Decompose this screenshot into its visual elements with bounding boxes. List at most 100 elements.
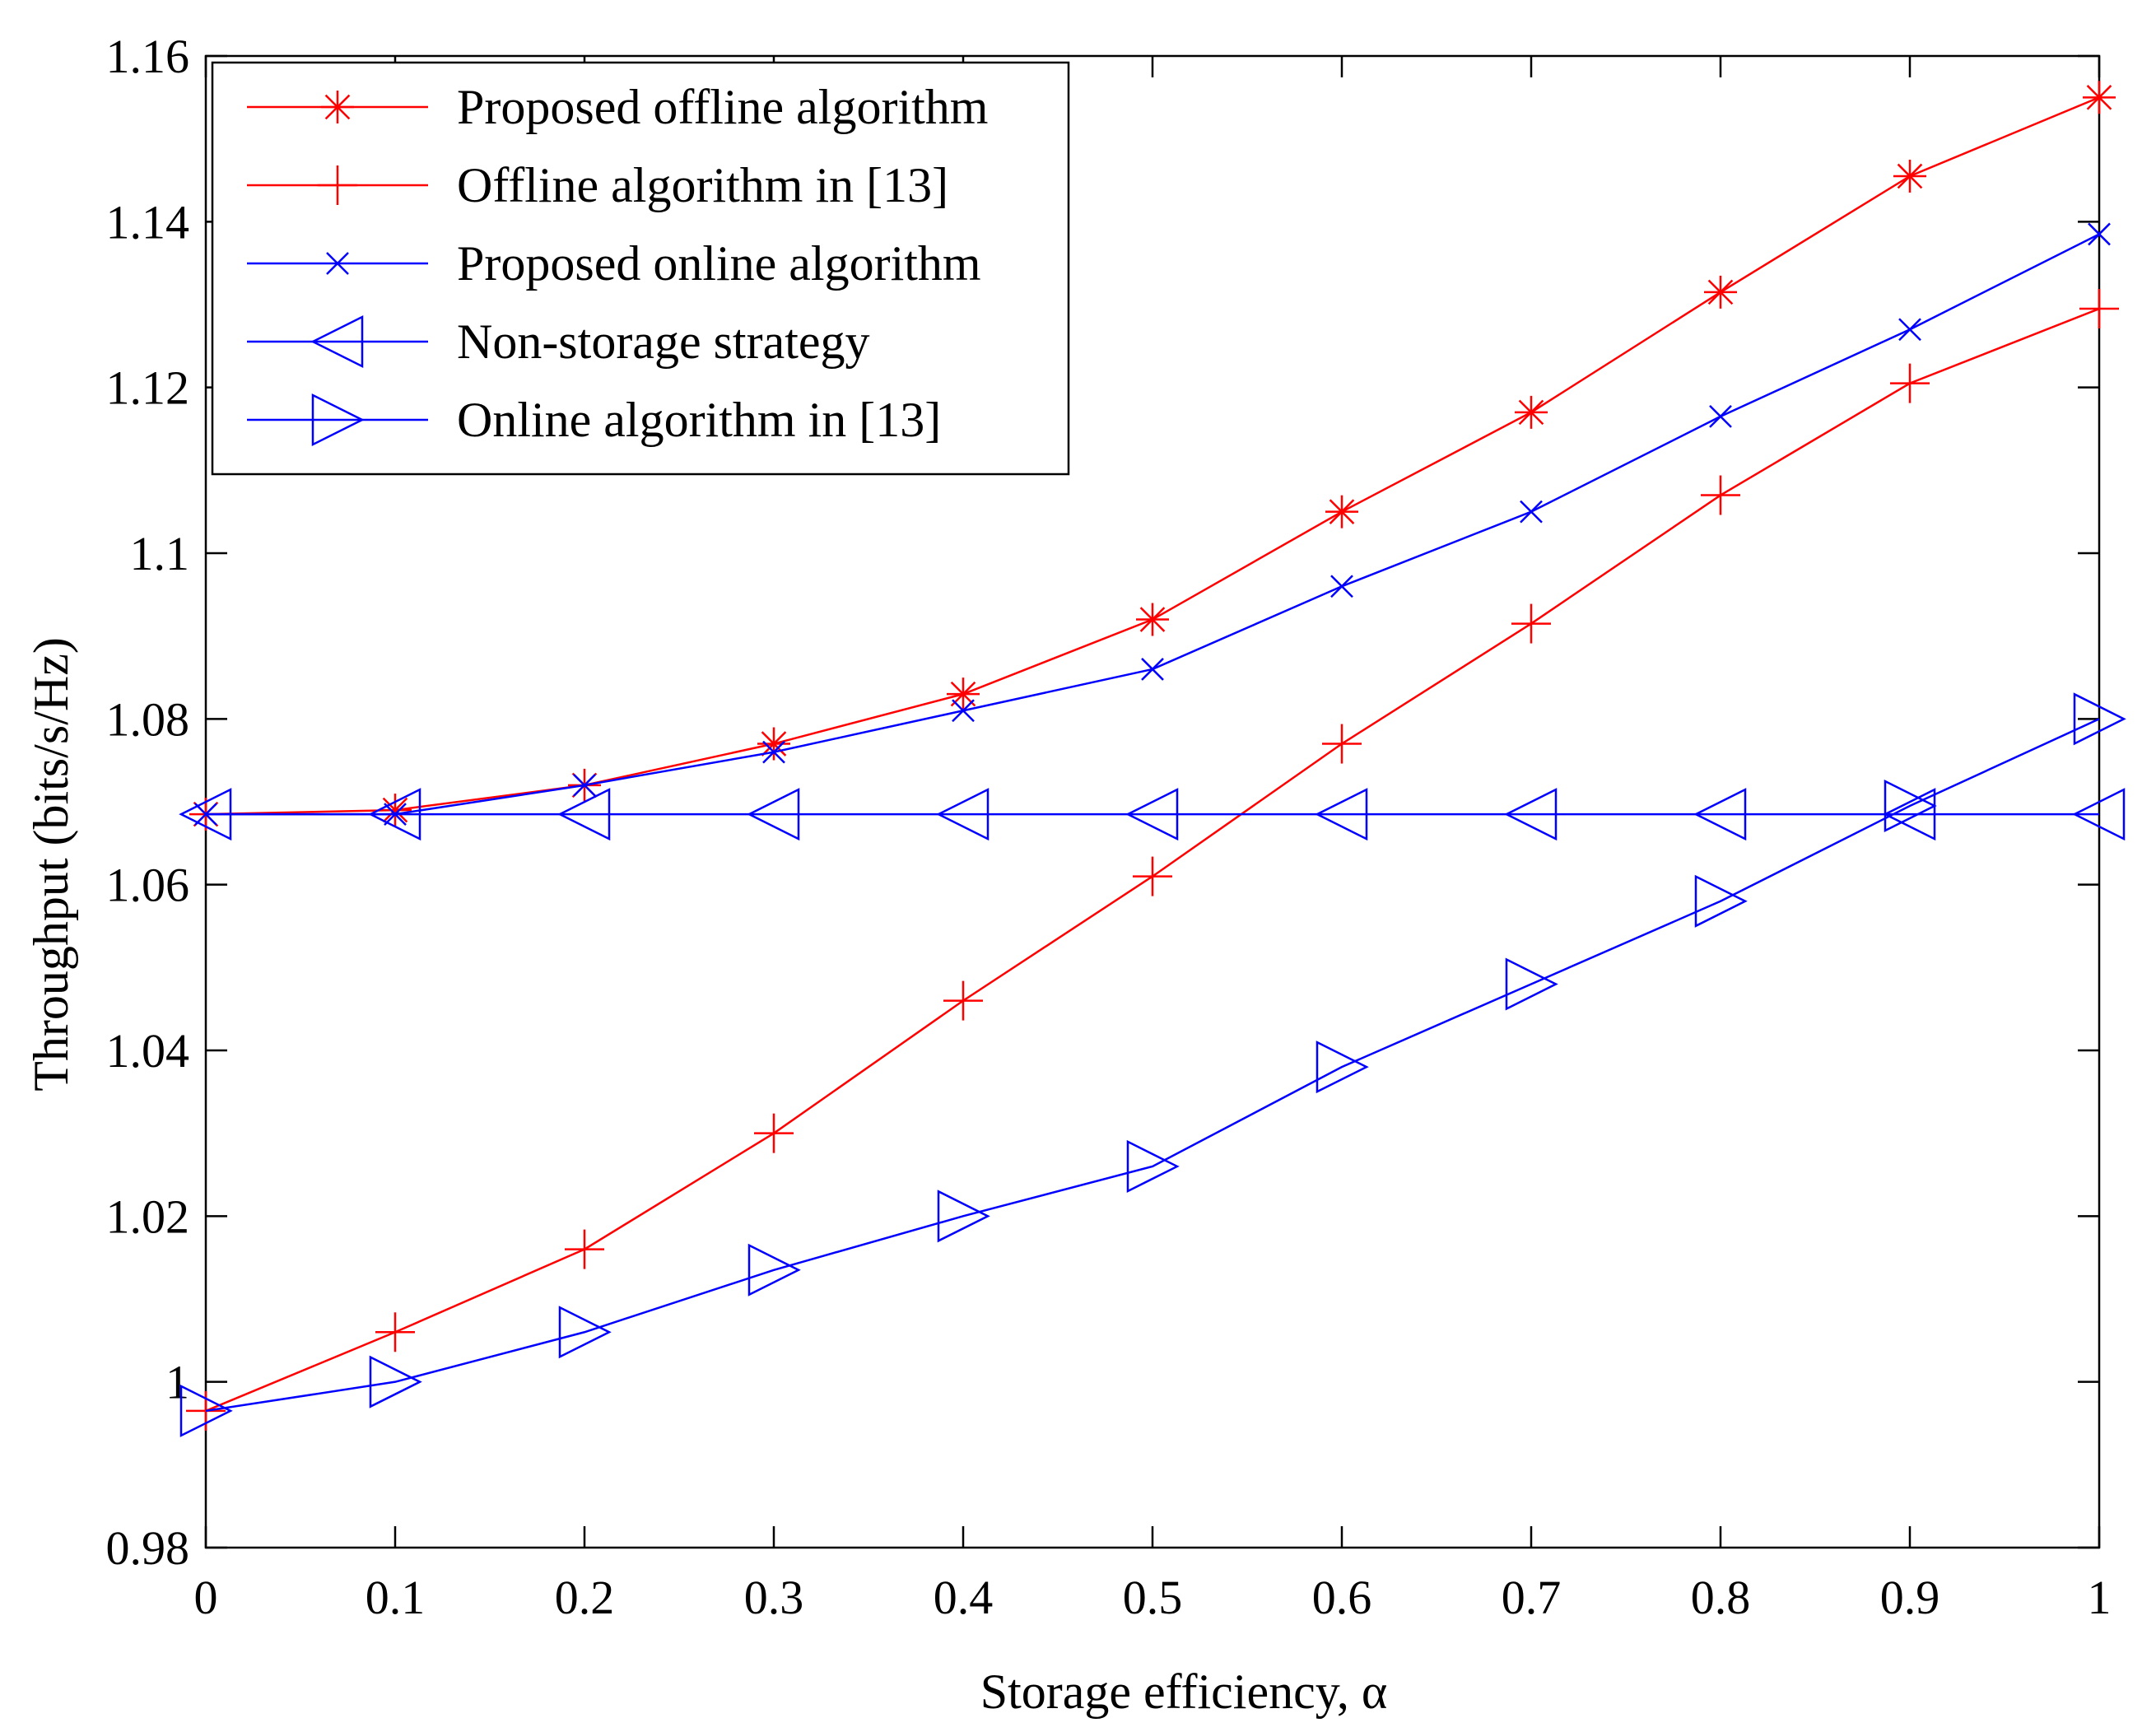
data-point [1515,395,1548,429]
legend: Proposed offline algorithm Offline algori… [211,61,1070,476]
y-tick-label: 1.06 [106,859,190,912]
data-point [2088,222,2111,246]
data-point [1701,475,1740,515]
marker-shape [1315,1041,1369,1094]
data-point [573,773,596,797]
marker-shape [557,788,611,841]
legend-marker [311,393,365,447]
data-point [179,1384,233,1437]
data-point [1504,788,1558,841]
series-triangle-left [179,788,2126,841]
marker-stroke [1141,658,1164,681]
data-point [936,788,990,841]
data-point [1893,159,1926,193]
x-tick-label: 0.4 [934,1571,994,1624]
data-point [2083,81,2116,114]
data-point [1883,788,1936,841]
legend-item: Proposed online algorithm [247,236,981,291]
x-tick-label: 0.9 [1880,1571,1940,1624]
y-tick-label: 1.16 [106,30,190,83]
y-tick-label: 1.04 [106,1024,190,1078]
data-point [1693,788,1747,841]
marker-shape [2073,692,2126,746]
x-tick-label: 1 [2088,1571,2112,1624]
y-tick-label: 1.14 [106,195,190,249]
marker-stroke [1709,405,1732,428]
marker-stroke [1518,399,1544,426]
legend-item: Proposed offline algorithm [247,80,988,134]
marker-stroke [382,797,408,823]
marker-shape [2072,788,2126,841]
series-line [205,718,2100,1413]
data-point [1884,780,1937,833]
y-tick-label: 1.1 [130,527,190,580]
data-point [1511,603,1551,644]
y-tick-label: 1 [165,1356,189,1409]
legend-marker [310,314,364,369]
marker-shape [747,1243,801,1297]
marker-shape [1884,780,1937,833]
axes: 0 0.1 0.2 0.3 0.4 0.5 0.6 0.7 0.8 0.9 1 0.98 1 1.02 1.… [106,30,2112,1624]
x-tick-label: 0.3 [744,1571,804,1624]
data-point [2073,692,2126,746]
marker-stroke [573,773,596,797]
marker-stroke [1520,500,1543,524]
marker-stroke [1139,607,1166,632]
legend-item: Non-storage strategy [247,314,870,369]
marker-stroke [1707,279,1734,305]
legend-label: Offline algorithm in [13] [457,158,948,212]
legend-label: Proposed online algorithm [457,236,981,291]
y-tick-label: 1.08 [106,692,190,746]
marker-stroke [1898,318,1921,342]
x-tick-label: 0.5 [1123,1571,1183,1624]
data-point [1694,874,1748,928]
legend-box [211,61,1070,476]
marker-shape [558,1306,612,1359]
data-point [2079,289,2119,329]
legend-marker [321,91,354,123]
marker-stroke [952,699,975,723]
marker-shape [1505,957,1558,1011]
data-point [565,1229,604,1269]
data-point [1890,363,1930,403]
legend-label: Online algorithm in [13] [457,393,941,447]
legend-item: Offline algorithm in [13] [247,158,948,212]
data-point [379,794,412,827]
marker-shape [936,788,990,841]
data-point [762,740,785,764]
marker-shape [179,1384,233,1437]
legend-label: Proposed offline algorithm [457,80,988,134]
data-point [375,1312,415,1353]
marker-shape [1125,788,1179,841]
x-tick-label: 0.8 [1691,1571,1751,1624]
data-point [1325,495,1358,528]
x-tick-label: 0.1 [366,1571,426,1624]
data-point [747,1243,801,1297]
data-point [1315,788,1368,841]
data-point [754,1113,794,1153]
data-point [1141,658,1164,681]
data-point [1133,856,1172,896]
x-axis-label: Storage efficiency, α [980,1664,1388,1719]
marker-shape [1315,788,1368,841]
y-tick-label: 1.02 [106,1190,190,1243]
legend-marker [318,165,357,205]
data-point [1520,500,1543,524]
data-point [1704,275,1737,309]
data-point [1322,724,1362,764]
data-point [947,677,980,711]
marker-shape [369,1355,422,1408]
data-point [1898,318,1921,342]
data-point [557,788,611,841]
marker-stroke [1897,163,1923,189]
data-point [943,980,983,1021]
series-plus [186,289,2119,1431]
data-point [369,1355,422,1408]
data-point [1136,603,1169,636]
marker-stroke [326,252,349,275]
marker-shape [1883,788,1936,841]
marker-stroke [2086,85,2112,110]
data-point [1315,1041,1369,1094]
